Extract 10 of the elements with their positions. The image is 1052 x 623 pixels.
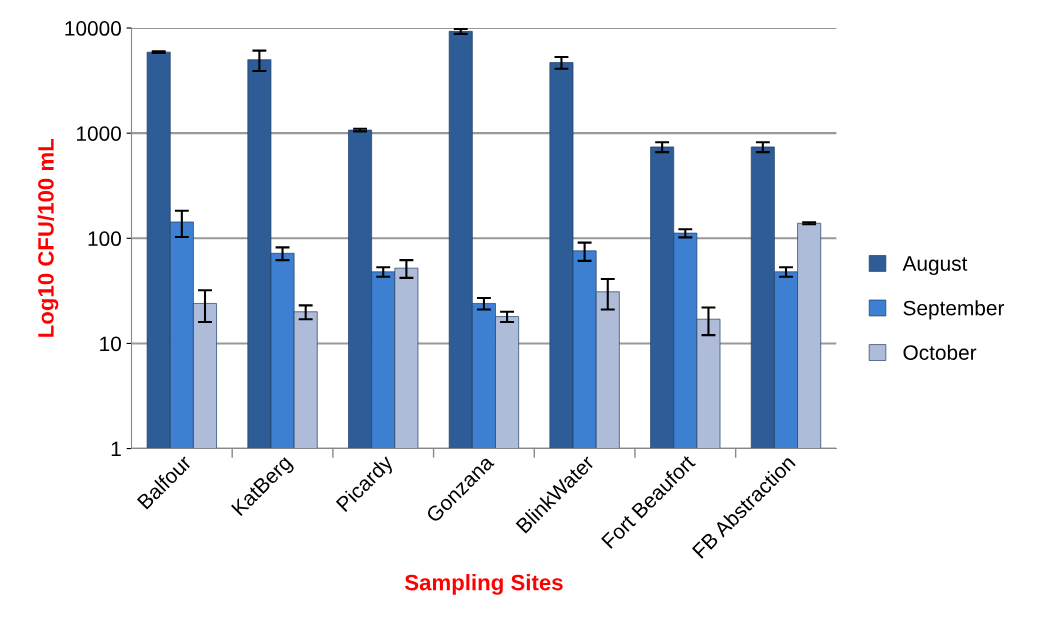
y-axis-title: Log10 CFU/100 mL (37, 138, 59, 337)
x-axis-title: Sampling Sites (404, 574, 563, 595)
y-tick-label: 10000 (65, 21, 121, 36)
legend-label: August (902, 256, 968, 276)
legend-label: October (903, 344, 977, 360)
legend-label: September (903, 300, 1005, 320)
y-tick-label: 10 (100, 336, 121, 352)
y-tick-label: 1000 (77, 126, 121, 141)
y-tick-label: 1 (111, 441, 121, 457)
y-tick-label: 100 (88, 231, 121, 247)
